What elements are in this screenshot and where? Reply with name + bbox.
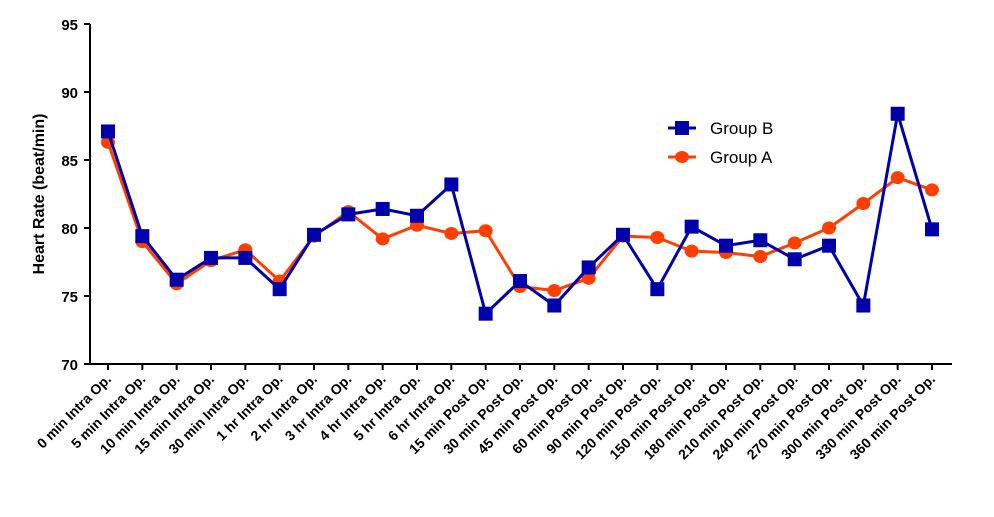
data-point-square [753,233,768,248]
data-point-circle [581,271,596,285]
legend: Group B Group A [668,119,773,167]
data-point-circle [684,244,699,258]
data-point-square [307,227,321,242]
data-point-square [410,208,424,223]
legend-square-marker [675,121,689,135]
data-point-circle [650,231,665,245]
data-point-square [169,272,184,287]
legend-label: Group A [710,148,773,167]
data-point-square [890,106,905,121]
series-group-b [101,106,939,321]
data-point-circle [856,197,871,211]
data-point-circle [787,236,802,250]
legend-circle-marker [675,151,689,163]
data-point-square [375,201,390,216]
data-point-circle [547,284,562,298]
data-point-square [650,282,665,297]
data-point-square [513,274,527,289]
data-point-square [719,238,733,253]
data-point-circle [478,224,493,238]
y-tick-label: 70 [61,357,78,374]
data-point-circle [890,171,905,185]
data-point-square [616,227,630,242]
data-point-square [135,229,150,244]
y-axis-label: Heart Rate (beat/min) [31,114,48,275]
legend-label: Group B [710,119,773,138]
data-point-square [856,298,871,313]
data-point-square [238,250,253,265]
data-point-square [822,238,836,253]
data-point-square [684,219,699,234]
data-point-square [272,282,287,297]
data-point-square [478,306,493,321]
data-point-square [547,298,562,313]
y-tick-label: 90 [61,85,78,102]
y-tick-label: 95 [61,17,78,34]
data-point-square [204,250,218,265]
y-tick-label: 85 [61,153,78,170]
data-point-circle [753,250,768,264]
data-point-circle [375,232,390,246]
data-point-square [787,252,802,267]
data-point-square [444,177,459,192]
data-point-square [581,260,596,275]
data-point-circle [444,226,459,240]
y-tick-label: 75 [61,289,78,306]
series-group-a [101,135,939,298]
data-point-square [341,207,356,222]
data-point-circle [822,221,836,235]
y-tick-label: 80 [61,221,78,238]
series-line [106,141,933,293]
data-point-circle [925,183,939,197]
data-point-square [101,124,115,139]
data-point-square [925,222,939,237]
